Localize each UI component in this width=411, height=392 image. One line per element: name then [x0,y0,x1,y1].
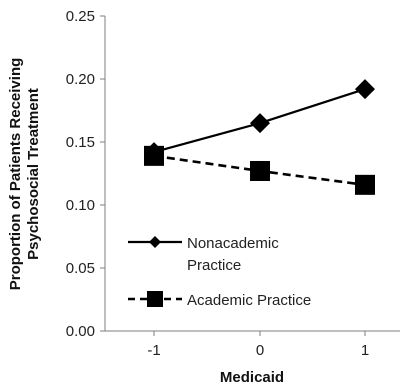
legend-item-academic: Academic Practice [128,291,311,309]
x-axis-ticks: -1 0 1 [147,331,369,359]
legend-label-nonacademic-line-2: Practice [187,257,241,274]
x-axis-title: Medicaid [220,369,284,386]
data-point-square [355,174,375,195]
x-tick-label: 0 [256,342,264,359]
y-tick-label: 0.20 [66,71,95,88]
legend-label-nonacademic-line-1: Nonacademic [187,235,279,252]
y-axis-title-line-2: Psychosocial Treatment [25,88,42,260]
series-layer [144,79,375,195]
legend-marker-diamond [149,236,161,248]
data-point-diamond [250,113,270,134]
x-tick-label: 1 [361,342,369,359]
y-axis-title: Proportion of Patients Receiving Psychos… [7,58,42,291]
y-axis-title-line-1: Proportion of Patients Receiving [7,58,24,291]
data-point-diamond [355,79,375,100]
legend-label-academic: Academic Practice [187,292,311,309]
y-tick-label: 0.25 [66,8,95,25]
y-tick-label: 0.15 [66,134,95,151]
data-point-square [250,160,270,181]
legend-marker-square [147,291,163,307]
y-tick-label: 0.10 [66,197,95,214]
data-point-square [144,145,164,166]
legend: Nonacademic Practice Academic Practice [128,235,311,309]
y-tick-label: 0.00 [66,323,95,340]
y-axis-ticks: 0.00 0.05 0.10 0.15 0.20 0.25 [66,8,105,340]
y-tick-label: 0.05 [66,260,95,277]
legend-item-nonacademic: Nonacademic Practice [128,235,279,274]
x-tick-label: -1 [147,342,160,359]
